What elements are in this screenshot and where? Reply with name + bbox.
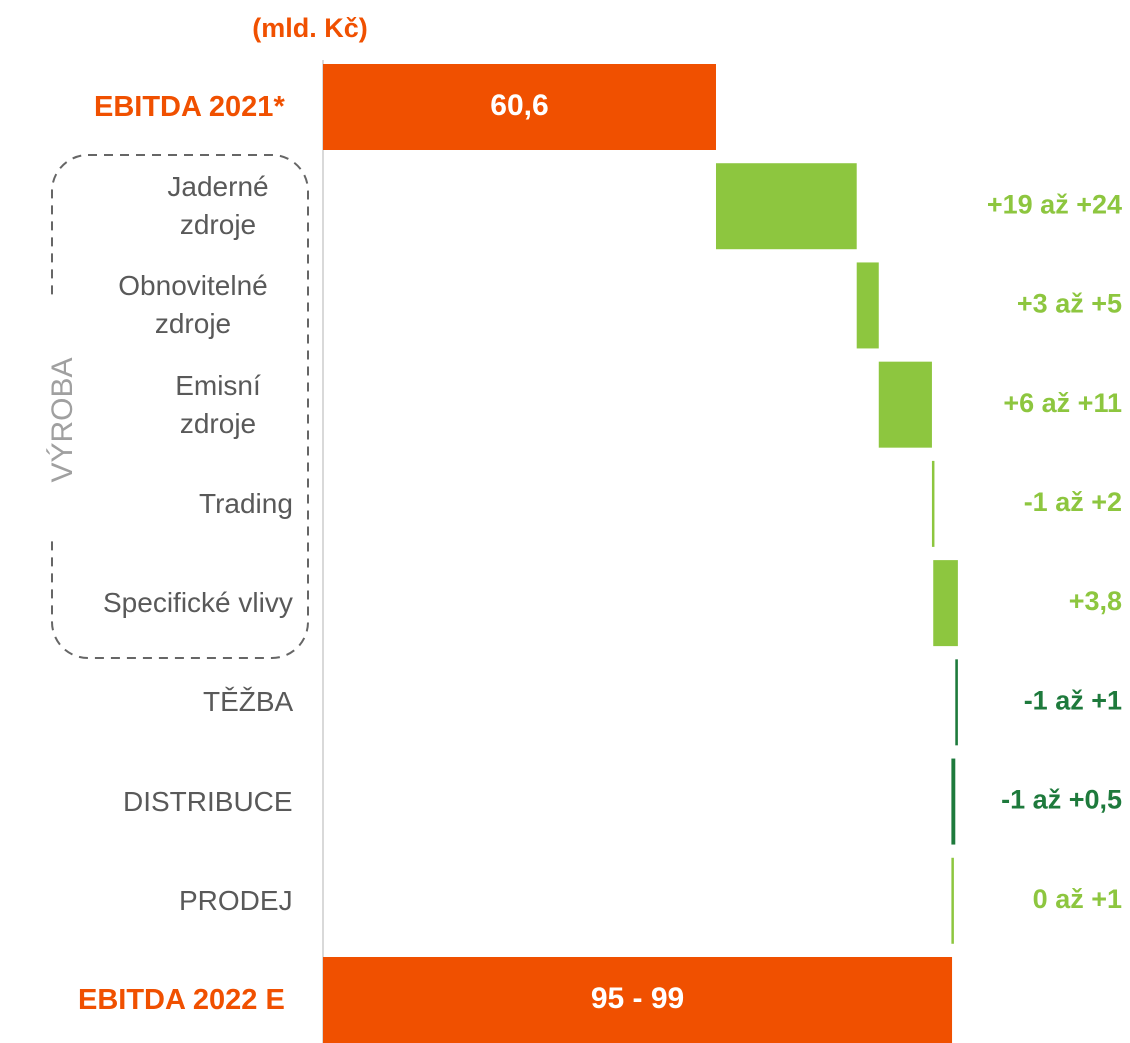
delta-bar — [951, 758, 956, 845]
total-bar — [323, 64, 716, 150]
delta-bar — [715, 163, 857, 250]
category-label: Emisní zdroje — [175, 369, 261, 439]
delta-bar — [933, 560, 958, 647]
value-label: 95 - 99 — [591, 982, 684, 1015]
bracket-gap — [46, 300, 62, 540]
delta-bar — [951, 857, 954, 944]
total-bar — [323, 957, 953, 1043]
value-label: -1 až +0,5 — [1001, 785, 1122, 815]
value-label: +3,8 — [1069, 586, 1122, 616]
category-label: TĚŽBA — [203, 686, 294, 718]
value-label: +6 až +11 — [1003, 388, 1122, 418]
category-label: EBITDA 2021* — [94, 91, 285, 123]
category-label: PRODEJ — [179, 884, 293, 916]
value-label: +19 až +24 — [987, 189, 1122, 219]
category-label: Trading — [199, 487, 293, 519]
value-label: 0 až +1 — [1033, 884, 1122, 914]
value-label: -1 až +1 — [1024, 685, 1122, 715]
group-bracket — [51, 154, 309, 659]
group-label: VÝROBA — [46, 357, 79, 482]
category-label: Specifické vlivy — [103, 587, 293, 619]
value-label: +3 až +5 — [1017, 289, 1122, 319]
value-label: 60,6 — [490, 89, 548, 122]
category-label: DISTRIBUCE — [123, 785, 293, 817]
value-label: -1 až +2 — [1024, 487, 1122, 517]
category-label: Jaderné zdroje — [167, 171, 269, 241]
delta-bar — [856, 262, 879, 349]
category-label: Obnovitelné zdroje — [118, 270, 268, 340]
delta-bar — [955, 659, 958, 746]
delta-bar — [931, 460, 935, 547]
delta-bar — [878, 361, 932, 448]
unit-label: (mld. Kč) — [252, 13, 368, 43]
category-label: EBITDA 2022 E — [78, 984, 285, 1016]
